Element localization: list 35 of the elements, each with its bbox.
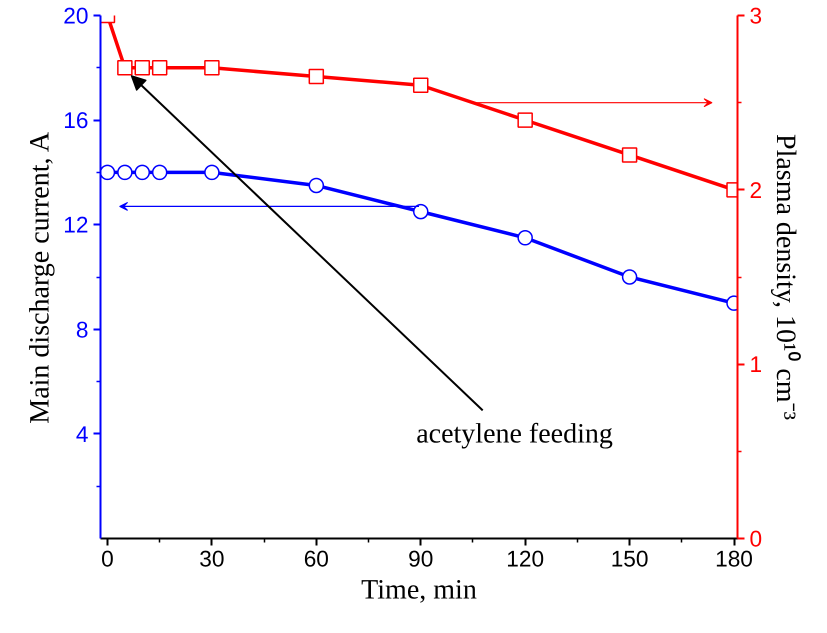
point	[100, 164, 116, 180]
x-tick-label: 150	[610, 546, 649, 572]
y-tick-label: 16	[63, 107, 88, 134]
point	[308, 178, 324, 194]
point	[204, 60, 220, 76]
point	[412, 204, 428, 220]
x-axis-title: Time, min	[361, 574, 477, 606]
x-tick-label: 60	[304, 546, 329, 572]
point	[622, 269, 638, 285]
point	[134, 60, 150, 76]
y2-axis-title: Plasma density, 10¹⁰ cm⁻³	[770, 134, 802, 420]
point	[117, 164, 133, 180]
x-tick-label: 0	[101, 546, 114, 572]
point	[134, 164, 150, 180]
point	[152, 164, 168, 180]
x-tick-label: 120	[506, 546, 544, 572]
y-tick-label: 20	[63, 2, 88, 28]
y2-tick-label: 2	[750, 176, 762, 203]
y-tick-label: 8	[76, 316, 89, 342]
annotation: acetylene feeding	[416, 418, 613, 450]
y2-tick-label: 3	[750, 2, 762, 28]
point	[308, 68, 324, 84]
y-tick-label: 4	[76, 420, 89, 447]
point	[622, 147, 638, 163]
point	[152, 60, 168, 76]
point	[117, 60, 133, 76]
x-tick-label: 30	[199, 546, 224, 572]
point	[517, 230, 533, 246]
point	[204, 164, 220, 180]
point	[517, 112, 533, 128]
point	[412, 77, 428, 93]
y-axis-title: Main discharge current, A	[24, 131, 56, 424]
x-tick-label: 90	[408, 546, 434, 572]
y-tick-label: 12	[63, 212, 88, 238]
y2-tick-label: 1	[750, 351, 762, 378]
